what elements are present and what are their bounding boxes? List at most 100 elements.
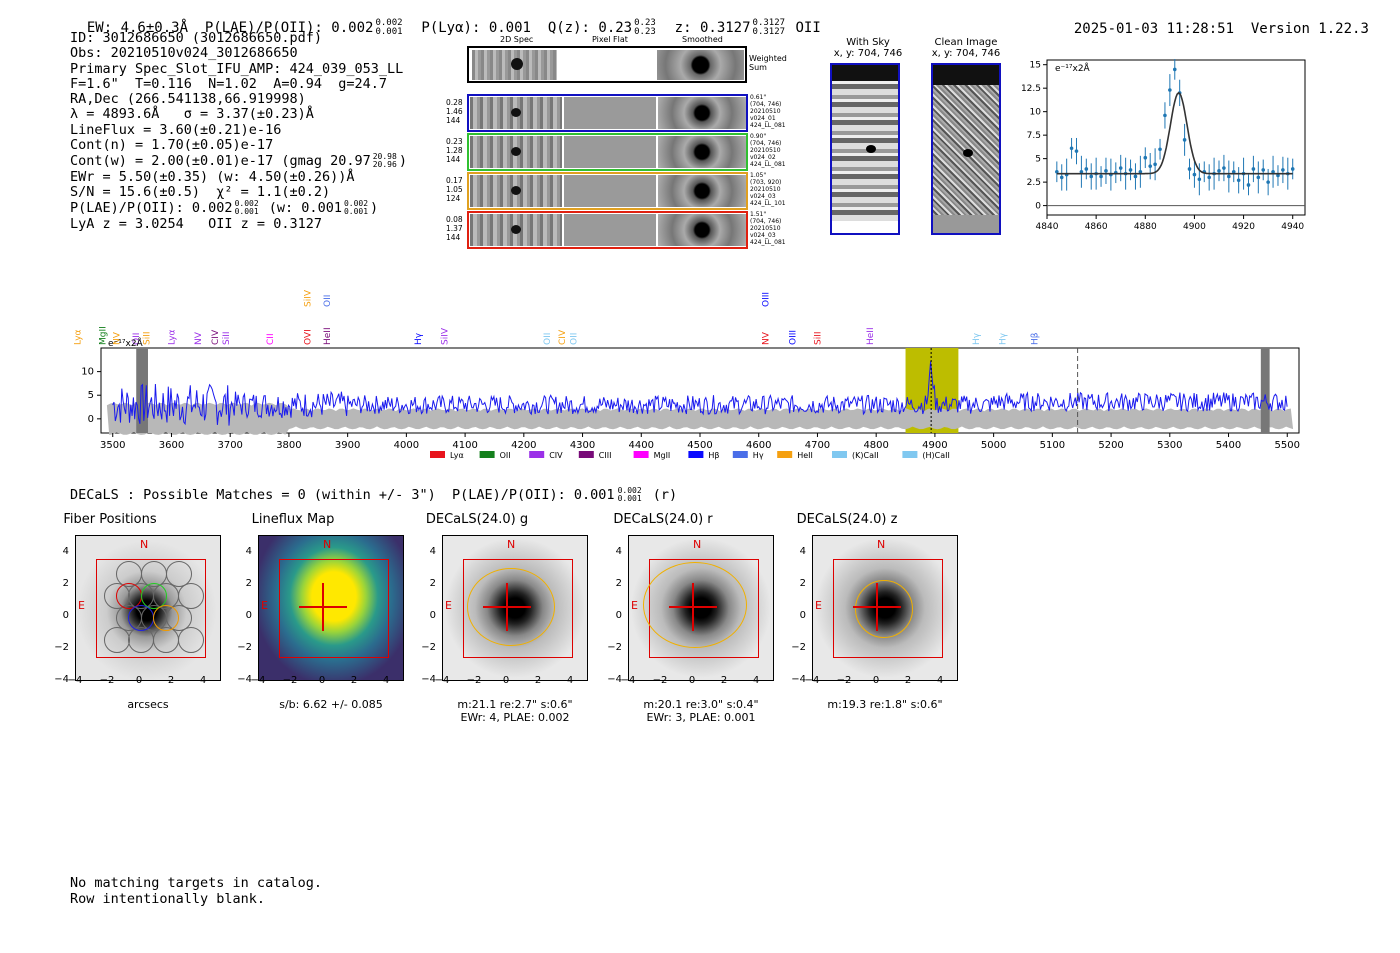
data-point	[1099, 174, 1103, 179]
header-z-sup: 0.3127	[752, 18, 786, 28]
decals-ytick: −2	[237, 642, 252, 653]
info-fparams: F=1.6" T=0.116 N=1.02 A=0.94 g=24.7	[70, 75, 387, 92]
col-title-smoothed: Smoothed	[682, 35, 723, 44]
legend-label: Hβ	[708, 451, 719, 460]
decals-xtick: 4	[382, 675, 390, 686]
with-sky-title: With Sky	[846, 37, 890, 48]
decals-heading: DECaLS : Possible Matches = 0 (within +/…	[70, 487, 678, 504]
header-ew-plae: EW: 4.6±0.3Å P(LAE)/P(OII): 0.002	[86, 20, 374, 36]
data-point	[1089, 174, 1094, 179]
data-point	[1069, 146, 1074, 151]
cutout-pixelflat-image	[564, 175, 656, 207]
decals-image: N E	[442, 535, 588, 681]
cutout-meta-value: 424_LL_081	[750, 122, 786, 129]
xaxis-tick-label: 3700	[217, 440, 242, 451]
decals-caption1: m:21.1 re:2.7" s:0.6"	[457, 698, 573, 711]
xaxis-tick-label: 5400	[1216, 440, 1241, 451]
cutout-meta-value: (704, 746)	[750, 140, 782, 147]
cutout-stat-value: 144	[446, 155, 461, 164]
decals-ytick: 2	[429, 578, 436, 589]
decals-ytick: 2	[62, 578, 69, 589]
xaxis-tick-label: 3800	[276, 440, 301, 451]
spectrum-line	[112, 361, 1288, 426]
decals-panel-title: Fiber Positions	[63, 512, 157, 527]
data-point	[1143, 155, 1148, 160]
line-marker-label: OII	[323, 295, 333, 307]
xaxis-tick-label: 3500	[100, 440, 125, 451]
decals-ytick: 2	[245, 578, 252, 589]
decals-caption1: m:19.3 re:1.8" s:0.6"	[827, 698, 943, 711]
line-marker-label: SiII	[143, 331, 153, 345]
decals-ytick: 0	[799, 610, 806, 621]
info-gmag-sup: 20.98	[372, 152, 397, 162]
legend-swatch	[479, 451, 495, 458]
cutout-row-box	[467, 172, 748, 210]
decals-xtick: 0	[872, 675, 880, 686]
data-point	[1207, 175, 1211, 180]
data-point	[1133, 174, 1138, 179]
header-qz: Q(z): 0.23	[547, 20, 633, 36]
decals-caption1: m:20.1 re:3.0" s:0.4"	[643, 698, 759, 711]
col-title-pixelflat: Pixel Flat	[592, 35, 628, 44]
decals-ytick: 2	[615, 578, 622, 589]
line-marker-label: Hγ	[414, 332, 424, 345]
data-point	[1271, 169, 1275, 174]
decals-xtick: −4	[434, 675, 450, 686]
decals-ytick: −2	[54, 642, 69, 653]
decals-panel: DECaLS(24.0) g N E 4 2 0 −2 −4 −4 −2 0 2 4 m:21.1…	[402, 510, 592, 730]
decals-xtick: 2	[904, 675, 912, 686]
east-label: E	[78, 599, 85, 612]
clean-image-title: Clean Image	[934, 37, 998, 48]
decals-caption1: s/b: 6.62 +/- 0.085	[279, 698, 383, 711]
decals-ytick: 4	[429, 546, 436, 557]
weighted-sum-box	[467, 46, 747, 83]
xaxis-tick-label: 3600	[159, 440, 184, 451]
clean-image-panel: Clean Image x, y: 704, 746	[916, 37, 1016, 59]
decals-xtick: 2	[720, 675, 728, 686]
info-obs: Obs: 20210510v024_3012686650	[70, 45, 298, 62]
crosshair-v	[322, 583, 324, 631]
yaxis-tick-label: 5	[1035, 155, 1041, 165]
cutout-meta-value: 424_LL_081	[750, 161, 786, 168]
data-point	[1059, 175, 1064, 180]
line-marker-label: OII	[543, 333, 553, 345]
cutout-row-meta: 0.90" (704, 746) 20210510 v024_02 424_LL_081	[750, 133, 786, 168]
data-point	[1231, 169, 1236, 174]
cutout-stat-value: 144	[446, 116, 461, 125]
data-point	[1168, 88, 1172, 92]
decals-image: N E	[628, 535, 774, 681]
data-point	[1128, 168, 1133, 172]
fiber-green	[141, 583, 167, 609]
data-point	[1236, 178, 1241, 183]
xaxis-tick-label: 5200	[1098, 440, 1123, 451]
decals-xtick: 4	[199, 675, 207, 686]
data-point	[1251, 167, 1256, 171]
decals-suffix: (r)	[652, 487, 678, 503]
legend-label: (K)CaII	[852, 451, 879, 460]
decals-image: N E	[75, 535, 221, 681]
data-point	[1266, 180, 1270, 184]
header-plae-sub: 0.001	[375, 27, 403, 37]
data-point	[1187, 167, 1192, 171]
cutout-row-stats: 0.28 1.46 144	[446, 98, 463, 125]
cutout-meta-value: 20210510	[750, 186, 781, 193]
cutout-row-box	[467, 94, 748, 132]
decals-image: N E	[258, 535, 404, 681]
cutout-smoothed-image	[658, 175, 746, 207]
east-label: E	[445, 599, 452, 612]
cutout-row-stats: 0.23 1.28 144	[446, 137, 463, 164]
line-marker-label: HeII	[866, 327, 876, 345]
gaussian-fit-curve	[1056, 91, 1293, 175]
cutout-row-box	[467, 133, 748, 171]
legend-swatch	[430, 451, 445, 458]
xaxis-tick-label: 5500	[1275, 440, 1300, 451]
data-point	[1104, 169, 1108, 173]
with-sky-xy: x, y: 704, 746	[833, 48, 903, 59]
xaxis-tick-label: 5000	[981, 440, 1006, 451]
decals-xtick: 2	[167, 675, 175, 686]
info-radec: RA,Dec (266.541138,66.919998)	[70, 91, 306, 108]
line-marker-label: HeII	[323, 327, 333, 345]
decals-xtick: −2	[652, 675, 668, 686]
line-marker-label: Hγ	[972, 332, 982, 345]
legend-label: OII	[500, 451, 511, 460]
